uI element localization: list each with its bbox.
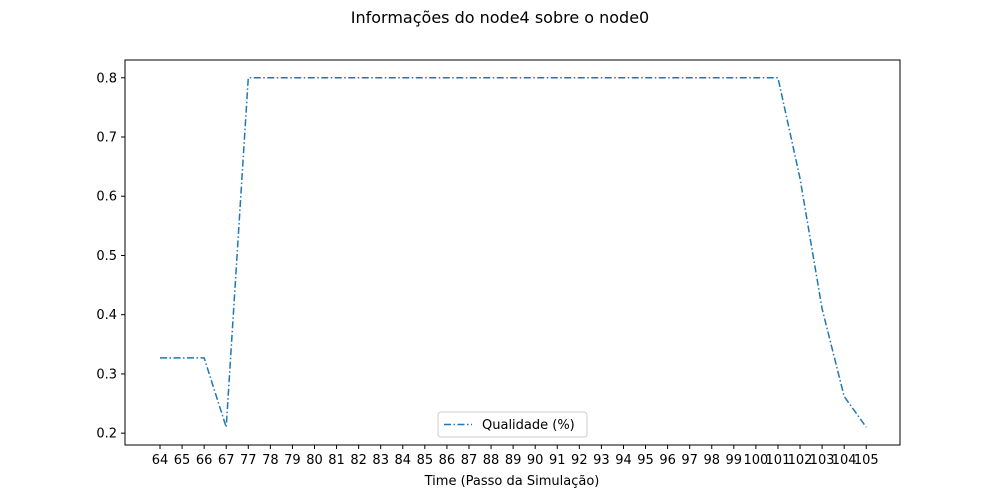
y-tick-label: 0.5 — [96, 249, 117, 264]
data-point — [468, 77, 470, 79]
x-tick-label: 90 — [527, 453, 544, 468]
data-point — [865, 426, 867, 428]
data-point — [666, 77, 668, 79]
x-tick-label: 81 — [328, 453, 345, 468]
x-tick-label: 83 — [372, 453, 389, 468]
y-tick-label: 0.4 — [96, 308, 117, 323]
legend: Qualidade (%) — [437, 411, 588, 438]
data-point — [578, 77, 580, 79]
data-point — [335, 77, 337, 79]
x-tick-label: 92 — [571, 453, 588, 468]
x-tick-label: 95 — [637, 453, 654, 468]
chart-title: Informações do node4 sobre o node0 — [351, 8, 649, 27]
x-tick-label: 84 — [394, 453, 411, 468]
data-point — [711, 77, 713, 79]
x-tick-label: 103 — [810, 453, 835, 468]
x-tick-label: 88 — [483, 453, 500, 468]
data-point — [247, 77, 249, 79]
x-tick-label: 67 — [218, 453, 235, 468]
x-tick-label: 78 — [262, 453, 279, 468]
x-axis: 64 65 66 67 77 78 79 80 81 82 83 84 85 86 87 88 89 90 91 92… — [152, 445, 879, 468]
data-point — [644, 77, 646, 79]
x-tick-label: 87 — [461, 453, 478, 468]
data-point — [203, 357, 205, 359]
x-tick-label: 105 — [854, 453, 879, 468]
x-tick-label: 86 — [439, 453, 456, 468]
x-tick-label: 89 — [505, 453, 522, 468]
y-tick-label: 0.2 — [96, 427, 117, 442]
data-point — [225, 426, 227, 428]
series-layer — [159, 77, 867, 428]
x-tick-label: 94 — [615, 453, 632, 468]
data-point — [688, 77, 690, 79]
x-tick-label: 97 — [681, 453, 698, 468]
series-line — [160, 77, 867, 428]
x-tick-label: 100 — [743, 453, 768, 468]
data-point — [402, 77, 404, 79]
data-point — [424, 77, 426, 79]
y-tick-label: 0.7 — [96, 131, 117, 146]
data-point — [446, 77, 448, 79]
data-point — [534, 77, 536, 79]
x-tick-label: 93 — [593, 453, 610, 468]
data-point — [181, 357, 183, 359]
data-point — [799, 177, 801, 179]
data-point — [159, 357, 161, 359]
x-tick-label: 104 — [832, 453, 857, 468]
data-point — [733, 77, 735, 79]
x-tick-label: 80 — [306, 453, 323, 468]
legend-label: Qualidade (%) — [482, 418, 575, 433]
data-point — [600, 77, 602, 79]
y-tick-label: 0.3 — [96, 367, 117, 382]
data-point — [777, 77, 779, 79]
x-axis-title: Time (Passo da Simulação) — [424, 474, 600, 489]
x-tick-label: 102 — [788, 453, 813, 468]
x-tick-label: 99 — [726, 453, 743, 468]
data-point — [556, 77, 558, 79]
x-tick-label: 66 — [196, 453, 213, 468]
data-point — [380, 77, 382, 79]
x-tick-label: 79 — [284, 453, 301, 468]
x-tick-label: 96 — [659, 453, 676, 468]
data-point — [313, 77, 315, 79]
x-tick-label: 91 — [549, 453, 566, 468]
y-tick-label: 0.8 — [96, 71, 117, 86]
x-tick-label: 65 — [174, 453, 191, 468]
data-point — [843, 395, 845, 397]
data-point — [821, 308, 823, 310]
y-tick-label: 0.6 — [96, 190, 117, 205]
x-tick-label: 77 — [240, 453, 257, 468]
x-tick-label: 82 — [350, 453, 367, 468]
data-point — [490, 77, 492, 79]
data-point — [357, 77, 359, 79]
data-point — [622, 77, 624, 79]
y-axis: 0.2 0.3 0.4 0.5 0.6 0.7 0.8 — [96, 71, 125, 442]
data-point — [512, 77, 514, 79]
data-point — [269, 77, 271, 79]
data-point — [755, 77, 757, 79]
legend-box — [437, 411, 588, 438]
x-tick-label: 98 — [703, 453, 720, 468]
plot-area — [124, 59, 901, 446]
data-point — [291, 77, 293, 79]
x-tick-label: 64 — [152, 453, 169, 468]
x-tick-label: 101 — [766, 453, 791, 468]
x-tick-label: 85 — [417, 453, 434, 468]
